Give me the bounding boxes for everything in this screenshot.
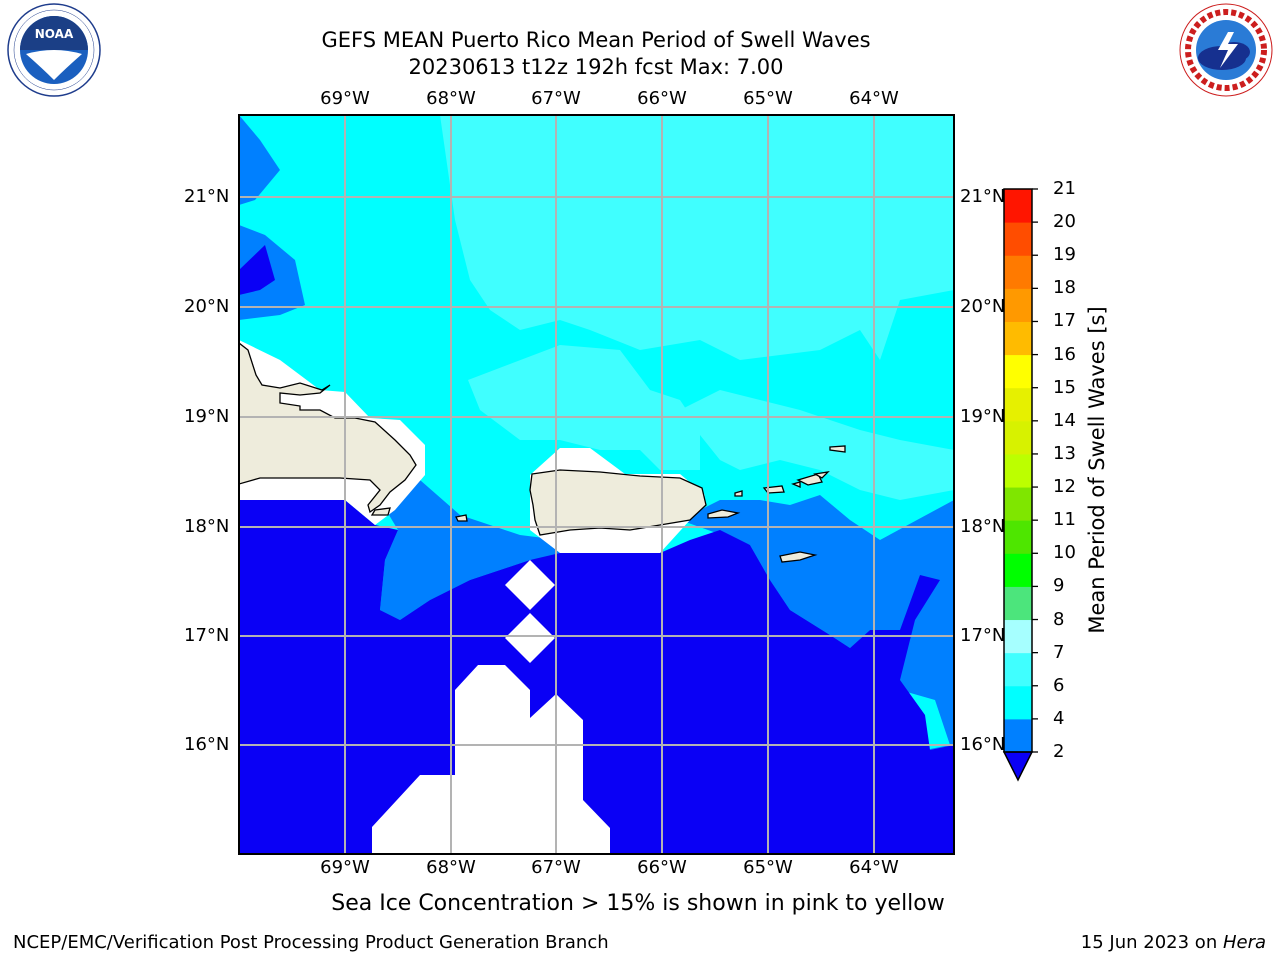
colorbar-tick-label: 15	[1053, 376, 1076, 398]
footer-right: 15 Jun 2023 on Hera	[1081, 932, 1266, 953]
lon-label-top: 67°W	[531, 88, 581, 109]
lat-label-right: 16°N	[960, 734, 1006, 755]
lat-lon-grid	[239, 115, 954, 854]
lat-label-right: 21°N	[960, 186, 1006, 207]
colorbar-segment	[1004, 520, 1032, 554]
colorbar-segment	[1004, 718, 1032, 753]
sea-ice-note: Sea Ice Concentration > 15% is shown in …	[331, 891, 945, 916]
colorbar-segment	[1004, 387, 1032, 422]
colorbar-tick-label: 11	[1053, 509, 1076, 531]
colorbar-tick-label: 9	[1053, 575, 1065, 597]
lon-label-top: 65°W	[743, 88, 793, 109]
colorbar-label: Mean Period of Swell Waves [s]	[1085, 306, 1109, 634]
footer-left: NCEP/EMC/Verification Post Processing Pr…	[13, 932, 609, 953]
footer-machine: Hera	[1222, 932, 1266, 953]
lon-label-top: 68°W	[426, 88, 476, 109]
colorbar-tick-label: 19	[1053, 244, 1076, 266]
lat-label-left: 18°N	[184, 516, 230, 537]
lon-label-bottom: 66°W	[637, 857, 687, 878]
colorbar-segment	[1004, 189, 1032, 223]
colorbar-segment	[1004, 487, 1032, 521]
lat-label-left: 16°N	[184, 734, 230, 755]
lon-label-bottom: 64°W	[849, 857, 899, 878]
colorbar-segment	[1004, 354, 1032, 389]
footer-date: 15 Jun 2023 on	[1080, 932, 1223, 953]
lat-label-left: 17°N	[184, 625, 230, 646]
colorbar-frame	[1003, 188, 1033, 753]
noaa-logo: NOAA	[6, 2, 102, 98]
lon-label-top: 69°W	[320, 88, 370, 109]
colorbar-segment	[1004, 321, 1032, 356]
lat-label-left: 19°N	[184, 406, 230, 427]
colorbar-segment	[1004, 553, 1032, 587]
lon-label-bottom: 69°W	[320, 857, 370, 878]
lon-label-bottom: 65°W	[743, 857, 793, 878]
lat-label-left: 21°N	[184, 186, 230, 207]
colorbar-extension	[1002, 751, 1034, 782]
lon-label-top: 66°W	[637, 88, 687, 109]
colorbar-tick-label: 21	[1053, 178, 1076, 199]
map-title: GEFS MEAN Puerto Rico Mean Period of Swe…	[321, 28, 871, 52]
colorbar-tick-label: 14	[1053, 409, 1076, 431]
colorbar-segment	[1004, 586, 1032, 621]
colorbar-tick-label: 16	[1053, 343, 1076, 365]
colorbar-tick-label: 4	[1053, 707, 1065, 729]
colorbar-segment	[1004, 255, 1032, 289]
colorbar-segment	[1004, 222, 1032, 256]
colorbar-segment	[1004, 619, 1032, 654]
svg-text:NOAA: NOAA	[35, 27, 74, 41]
nws-logo	[1178, 2, 1274, 98]
colorbar-segment	[1004, 288, 1032, 322]
colorbar-tick-label: 13	[1053, 442, 1076, 464]
map-subtitle: 20230613 t12z 192h fcst Max: 7.00	[408, 55, 784, 79]
colorbar-tick-label: 2	[1053, 741, 1065, 762]
colorbar-tick-label: 12	[1053, 476, 1076, 498]
colorbar-segment	[1004, 685, 1032, 720]
colorbar-tick-label: 18	[1053, 277, 1076, 299]
lon-label-bottom: 68°W	[426, 857, 476, 878]
lat-label-right: 20°N	[960, 296, 1006, 317]
colorbar-segment	[1004, 652, 1032, 687]
colorbar-segment	[1004, 453, 1032, 488]
colorbar-tick-label: 7	[1053, 641, 1065, 663]
lat-label-left: 20°N	[184, 296, 230, 317]
colorbar-tick-label: 20	[1053, 211, 1076, 233]
lat-label-right: 18°N	[960, 516, 1006, 537]
swell-band-2-4	[239, 115, 954, 854]
lat-label-right: 19°N	[960, 406, 1006, 427]
lat-label-right: 17°N	[960, 625, 1006, 646]
colorbar-segment	[1004, 420, 1032, 455]
colorbar-tick-label: 17	[1053, 310, 1076, 332]
colorbar-tick-label: 8	[1053, 608, 1065, 630]
map-frame	[238, 114, 955, 855]
colorbar-tick-label: 6	[1053, 674, 1065, 696]
colorbar-tick-label: 10	[1053, 542, 1076, 564]
lon-label-bottom: 67°W	[531, 857, 581, 878]
lon-label-top: 64°W	[849, 88, 899, 109]
